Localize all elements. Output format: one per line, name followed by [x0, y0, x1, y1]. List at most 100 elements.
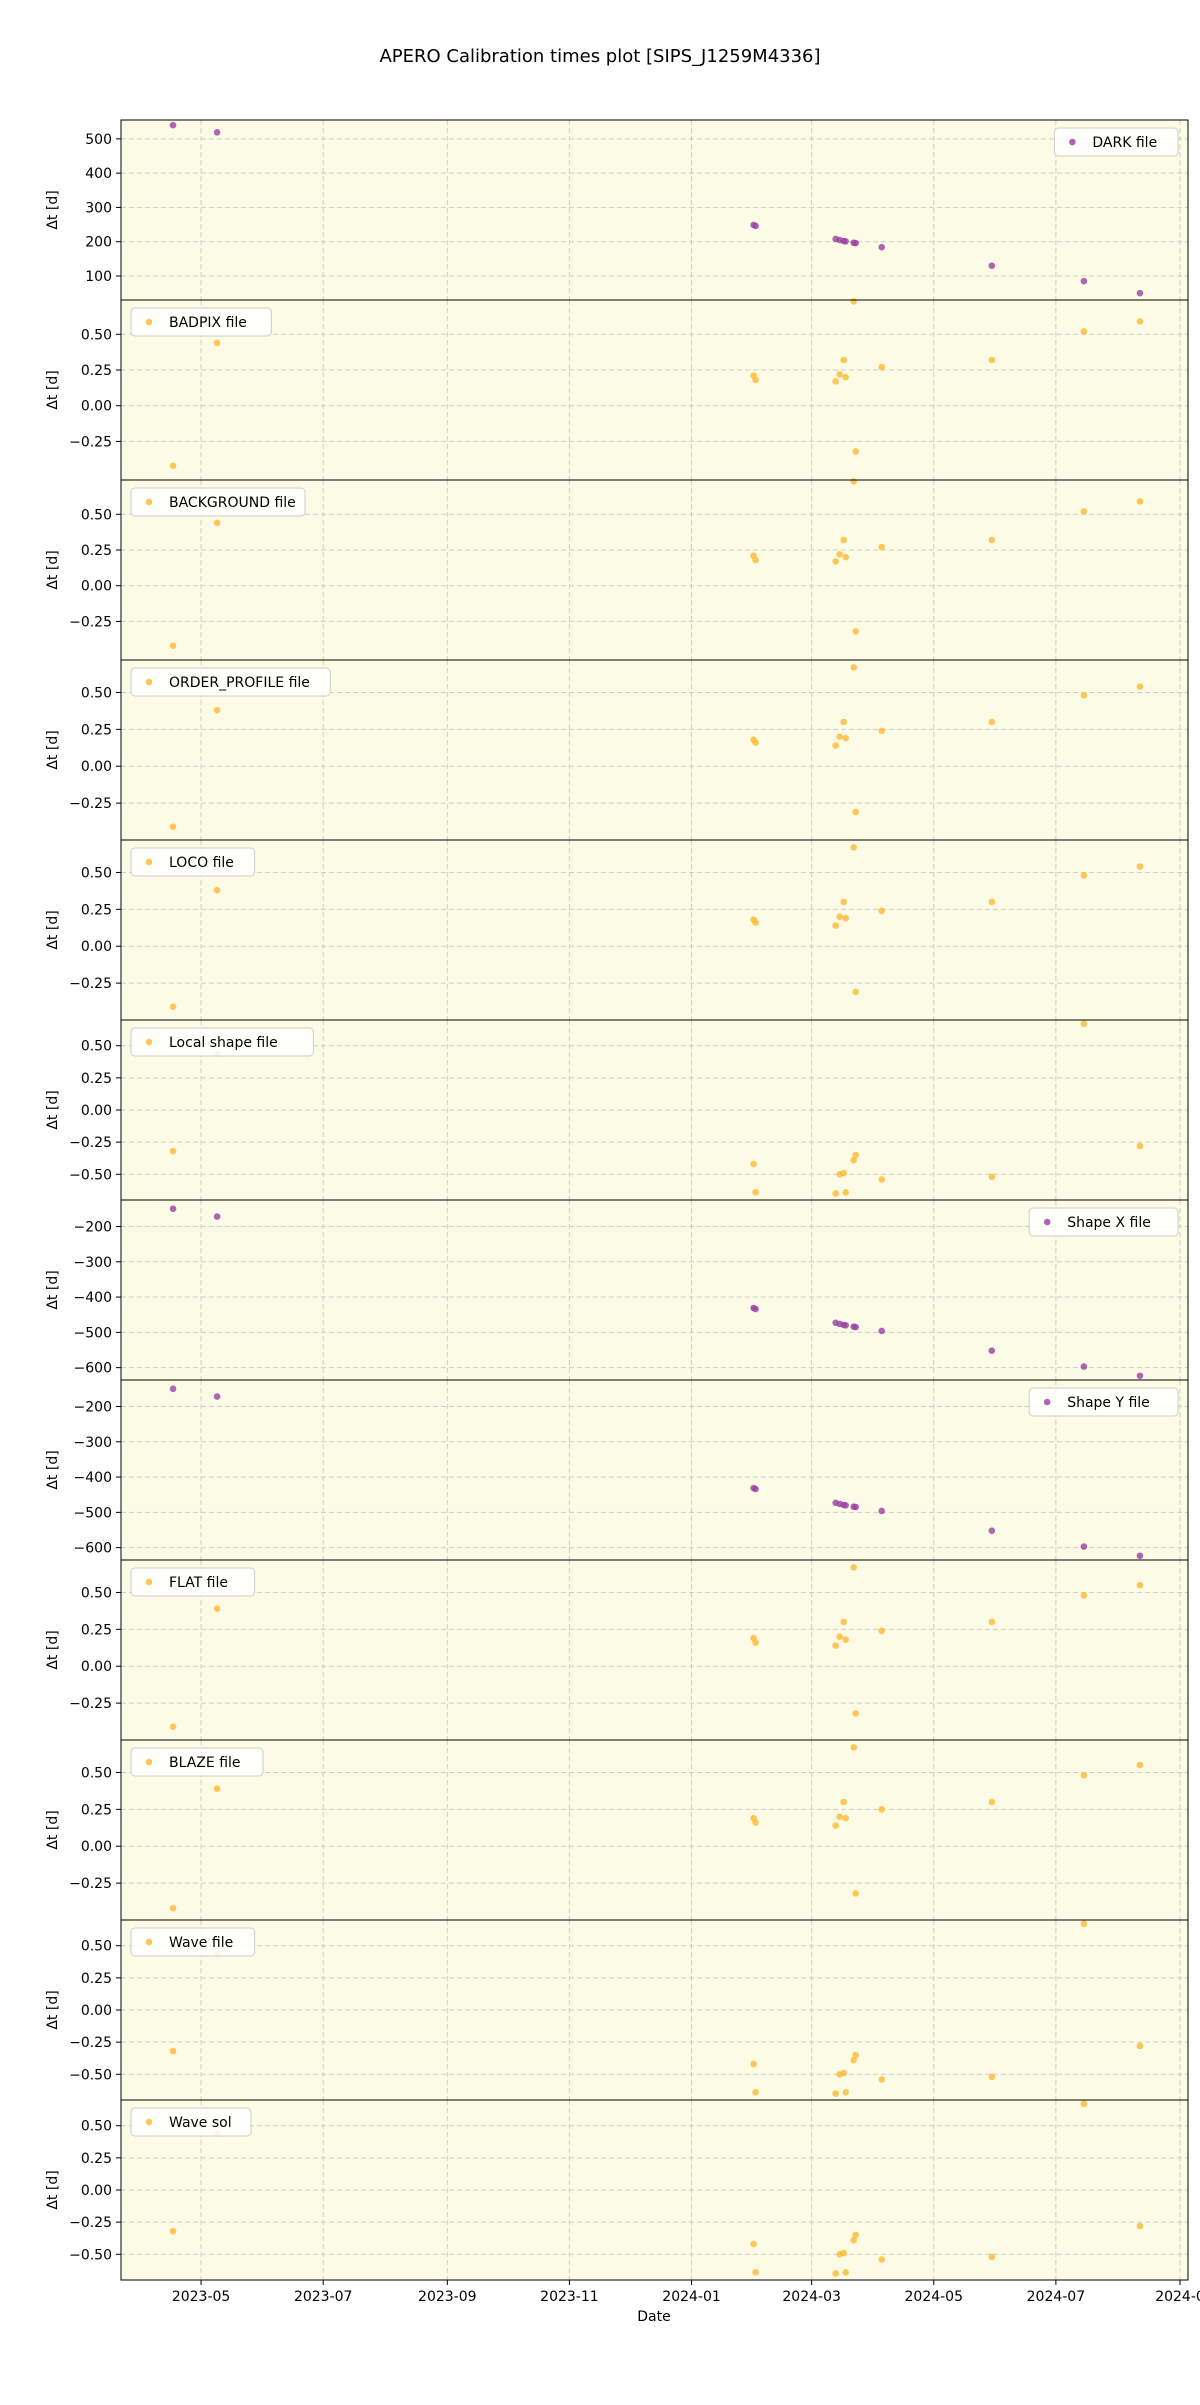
y-tick-label: 0.25	[81, 722, 112, 738]
data-point	[832, 1190, 839, 1197]
x-tick-label: 2024-01	[662, 2289, 721, 2305]
data-point	[840, 356, 847, 364]
data-point	[169, 642, 177, 650]
data-point	[752, 1819, 759, 1826]
data-point	[832, 2270, 839, 2277]
data-point	[1080, 1920, 1088, 1928]
data-point	[842, 553, 849, 561]
plot-area	[121, 1380, 1188, 1560]
legend: BACKGROUND file	[130, 487, 306, 517]
data-point	[840, 2249, 847, 2257]
data-point	[213, 1213, 221, 1220]
data-point	[169, 462, 177, 470]
legend-marker	[145, 318, 153, 326]
data-point	[840, 1798, 847, 1806]
data-point	[750, 2240, 757, 2248]
y-axis-label: Δt [d]	[45, 1270, 61, 1309]
y-axis-label: Δt [d]	[45, 1990, 61, 2029]
data-point	[1080, 277, 1088, 285]
data-point	[850, 298, 857, 305]
plot-area	[121, 1200, 1188, 1380]
y-tick-label: 0.50	[81, 865, 112, 881]
data-point	[836, 1813, 843, 1821]
y-tick-label: −0.25	[69, 434, 112, 450]
data-point	[752, 2268, 759, 2276]
figure-title: APERO Calibration times plot [SIPS_J1259…	[379, 46, 820, 67]
data-point	[842, 2268, 849, 2276]
data-point	[878, 1507, 886, 1515]
y-tick-label: 0.00	[81, 399, 112, 415]
legend: BADPIX file	[130, 307, 272, 337]
data-point	[1136, 289, 1144, 297]
y-tick-label: 0.00	[81, 939, 112, 955]
data-point	[850, 844, 857, 851]
data-point	[988, 2253, 996, 2261]
data-point	[832, 558, 839, 565]
y-tick-label: −200	[74, 1219, 112, 1235]
data-point	[988, 718, 996, 726]
legend-marker	[145, 858, 153, 866]
y-tick-label: 0.25	[81, 1802, 112, 1818]
legend-box	[130, 1747, 264, 1777]
data-point	[842, 914, 849, 922]
data-point	[842, 1188, 849, 1196]
y-tick-label: 500	[85, 132, 112, 148]
legend: LOCO file	[130, 847, 256, 877]
y-tick-label: 0.50	[81, 507, 112, 523]
y-tick-label: 100	[85, 269, 112, 285]
y-tick-label: 0.00	[81, 2183, 112, 2199]
plot-area	[121, 1560, 1188, 1740]
y-tick-label: −0.25	[69, 976, 112, 992]
subplot-panel: −0.50 −0.25 0.00 0.25 0.50 Δt [d] Local shape …	[45, 1019, 1189, 1205]
data-point	[836, 370, 843, 378]
legend-entry: Local shape file	[169, 1035, 278, 1051]
legend-box	[130, 1567, 256, 1597]
data-point	[1136, 2222, 1144, 2230]
subplot-stack: 100 200 300 400 500 Δt [d] DARK file −0.25 0.00 0…	[45, 119, 1200, 2305]
data-point	[832, 1822, 839, 1829]
data-point	[213, 1785, 221, 1792]
y-tick-label: −0.50	[69, 2067, 112, 2083]
data-point	[988, 356, 996, 364]
data-point	[840, 718, 847, 726]
y-tick-label: 0.00	[81, 2003, 112, 2019]
legend-box	[130, 487, 306, 517]
data-point	[832, 2090, 839, 2097]
legend: ORDER_PROFILE file	[130, 667, 331, 697]
subplot-panel: −600 −500 −400 −300 −200 Δt [d] Shape X file	[45, 1199, 1189, 1385]
data-point	[852, 1710, 859, 1717]
data-point	[832, 378, 839, 385]
plot-area	[121, 1740, 1188, 1920]
x-tick-label: 2024-03	[782, 2289, 841, 2305]
y-tick-label: −300	[74, 1255, 112, 1271]
subplot-panel: 100 200 300 400 500 Δt [d] DARK file	[45, 119, 1189, 305]
y-tick-label: 0.00	[81, 1103, 112, 1119]
data-point	[836, 913, 843, 921]
y-tick-label: 0.00	[81, 1839, 112, 1855]
data-point	[850, 2056, 857, 2064]
subplot-panel: −0.25 0.00 0.25 0.50 Δt [d] BLAZE file	[45, 1739, 1189, 1925]
y-tick-label: 0.25	[81, 543, 112, 559]
data-point	[850, 1156, 857, 1164]
legend: Shape Y file	[1028, 1387, 1179, 1417]
legend-entry: BACKGROUND file	[169, 495, 296, 511]
data-point	[852, 2231, 859, 2239]
data-point	[878, 2256, 886, 2263]
y-tick-label: 0.50	[81, 1585, 112, 1601]
y-tick-label: −0.25	[69, 796, 112, 812]
data-point	[878, 727, 886, 735]
legend-entry: FLAT file	[169, 1575, 228, 1591]
y-axis-label: Δt [d]	[45, 1630, 61, 1669]
legend-marker	[145, 1038, 153, 1046]
data-point	[752, 1188, 759, 1196]
y-tick-label: 0.50	[81, 327, 112, 343]
data-point	[752, 222, 759, 230]
plot-area	[121, 300, 1188, 480]
data-point	[213, 706, 221, 714]
data-point	[832, 922, 839, 929]
data-point	[878, 907, 886, 915]
data-point	[840, 536, 847, 544]
data-point	[878, 1176, 886, 1183]
legend-box	[1053, 127, 1179, 157]
